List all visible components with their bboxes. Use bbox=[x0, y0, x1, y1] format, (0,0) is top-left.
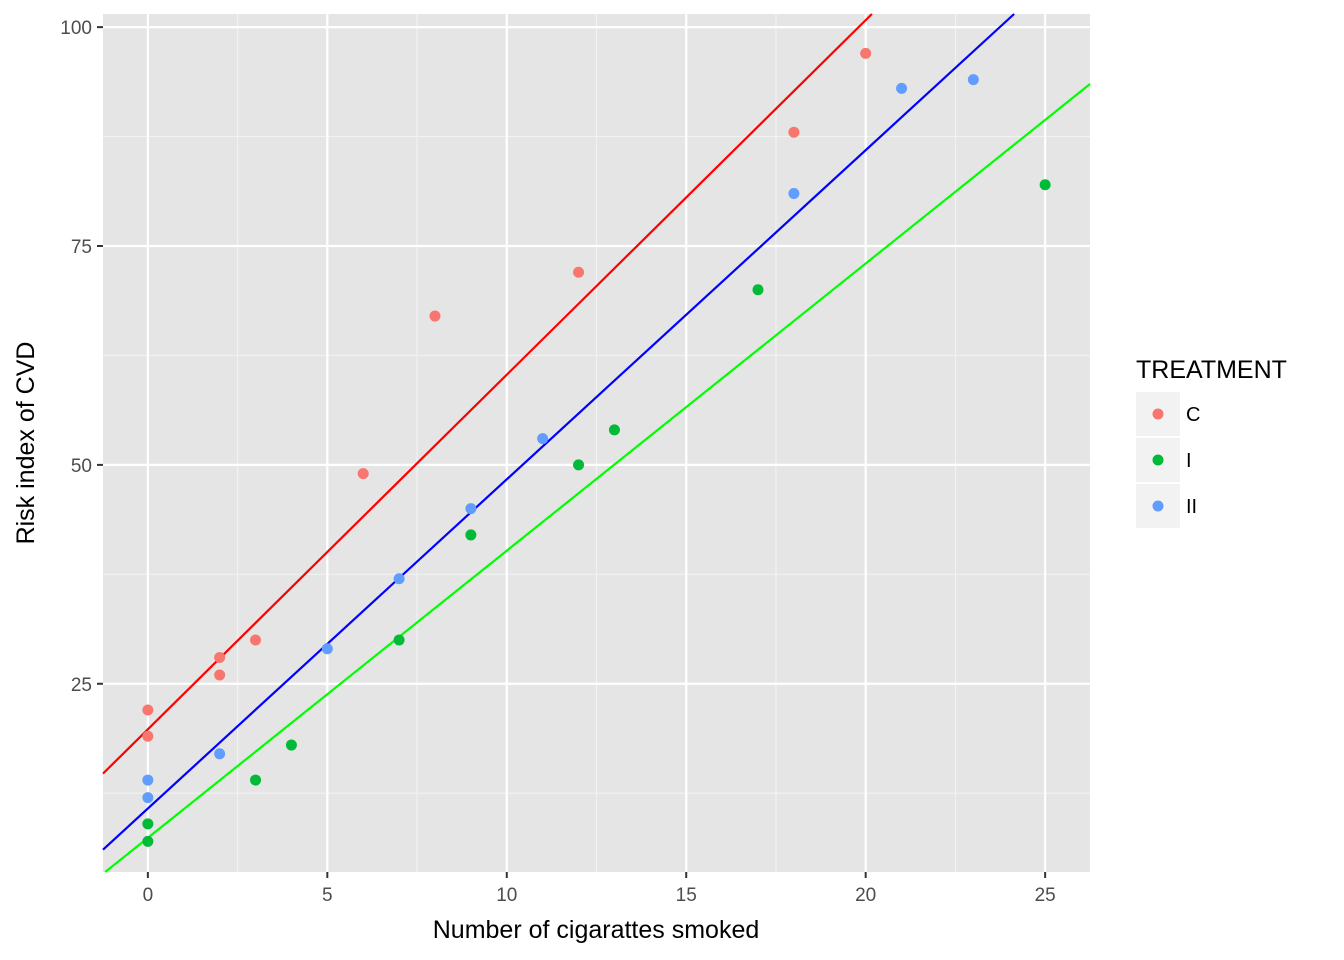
data-point-i bbox=[393, 634, 405, 646]
y-axis-title: Risk index of CVD bbox=[12, 342, 40, 545]
data-point-i bbox=[250, 774, 262, 786]
data-point-ii bbox=[788, 187, 800, 199]
y-axis-ticks: 25 50 75 100 bbox=[60, 18, 103, 696]
data-point-c bbox=[142, 730, 154, 742]
x-tick-label: 10 bbox=[496, 885, 517, 906]
legend-label-i: I bbox=[1186, 450, 1192, 472]
legend-label-ii: II bbox=[1186, 496, 1197, 518]
legend-point-i bbox=[1152, 454, 1164, 466]
data-point-ii bbox=[214, 748, 226, 760]
data-point-c bbox=[429, 310, 441, 322]
legend-point-ii bbox=[1152, 500, 1164, 512]
data-point-ii bbox=[393, 573, 405, 585]
data-point-ii bbox=[142, 774, 154, 786]
y-tick-label: 100 bbox=[60, 18, 92, 39]
legend-point-c bbox=[1152, 408, 1164, 420]
data-point-i bbox=[142, 835, 154, 847]
data-point-c bbox=[573, 266, 585, 278]
data-point-c bbox=[250, 634, 262, 646]
y-tick-label: 25 bbox=[71, 675, 92, 696]
x-tick-label: 5 bbox=[322, 885, 333, 906]
data-point-i bbox=[573, 459, 585, 471]
legend-label-c: C bbox=[1186, 404, 1200, 426]
data-point-i bbox=[752, 284, 764, 296]
data-point-i bbox=[285, 739, 297, 751]
minor-gridlines bbox=[103, 14, 1090, 872]
fit-line-ii bbox=[102, 13, 1015, 851]
data-points bbox=[142, 47, 1051, 847]
x-tick-label: 15 bbox=[676, 885, 697, 906]
data-point-c bbox=[860, 47, 872, 59]
fit-line-c bbox=[102, 13, 873, 775]
data-point-c bbox=[214, 652, 226, 663]
fit-line-i bbox=[104, 83, 1091, 873]
data-point-c bbox=[357, 468, 369, 480]
data-point-ii bbox=[537, 433, 549, 445]
data-point-i bbox=[1039, 179, 1051, 191]
y-tick-label: 75 bbox=[71, 237, 92, 258]
data-point-c bbox=[214, 669, 226, 681]
data-point-c bbox=[142, 704, 154, 716]
y-tick-label: 50 bbox=[71, 456, 92, 477]
regression-lines bbox=[102, 13, 1091, 873]
x-axis-title: Number of cigarattes smoked bbox=[433, 916, 760, 944]
data-point-ii bbox=[967, 74, 979, 86]
x-axis-ticks: 0 5 10 15 20 25 bbox=[143, 872, 1056, 906]
data-point-ii bbox=[896, 82, 908, 94]
data-point-i bbox=[142, 818, 154, 830]
x-tick-label: 25 bbox=[1035, 885, 1056, 906]
data-point-ii bbox=[142, 792, 154, 804]
data-point-i bbox=[465, 529, 477, 541]
x-tick-label: 20 bbox=[855, 885, 876, 906]
data-point-ii bbox=[321, 643, 333, 655]
legend-title: TREATMENT bbox=[1136, 356, 1287, 384]
data-point-i bbox=[608, 424, 620, 436]
x-tick-label: 0 bbox=[143, 885, 154, 906]
data-point-ii bbox=[465, 503, 477, 515]
data-point-c bbox=[788, 126, 800, 138]
